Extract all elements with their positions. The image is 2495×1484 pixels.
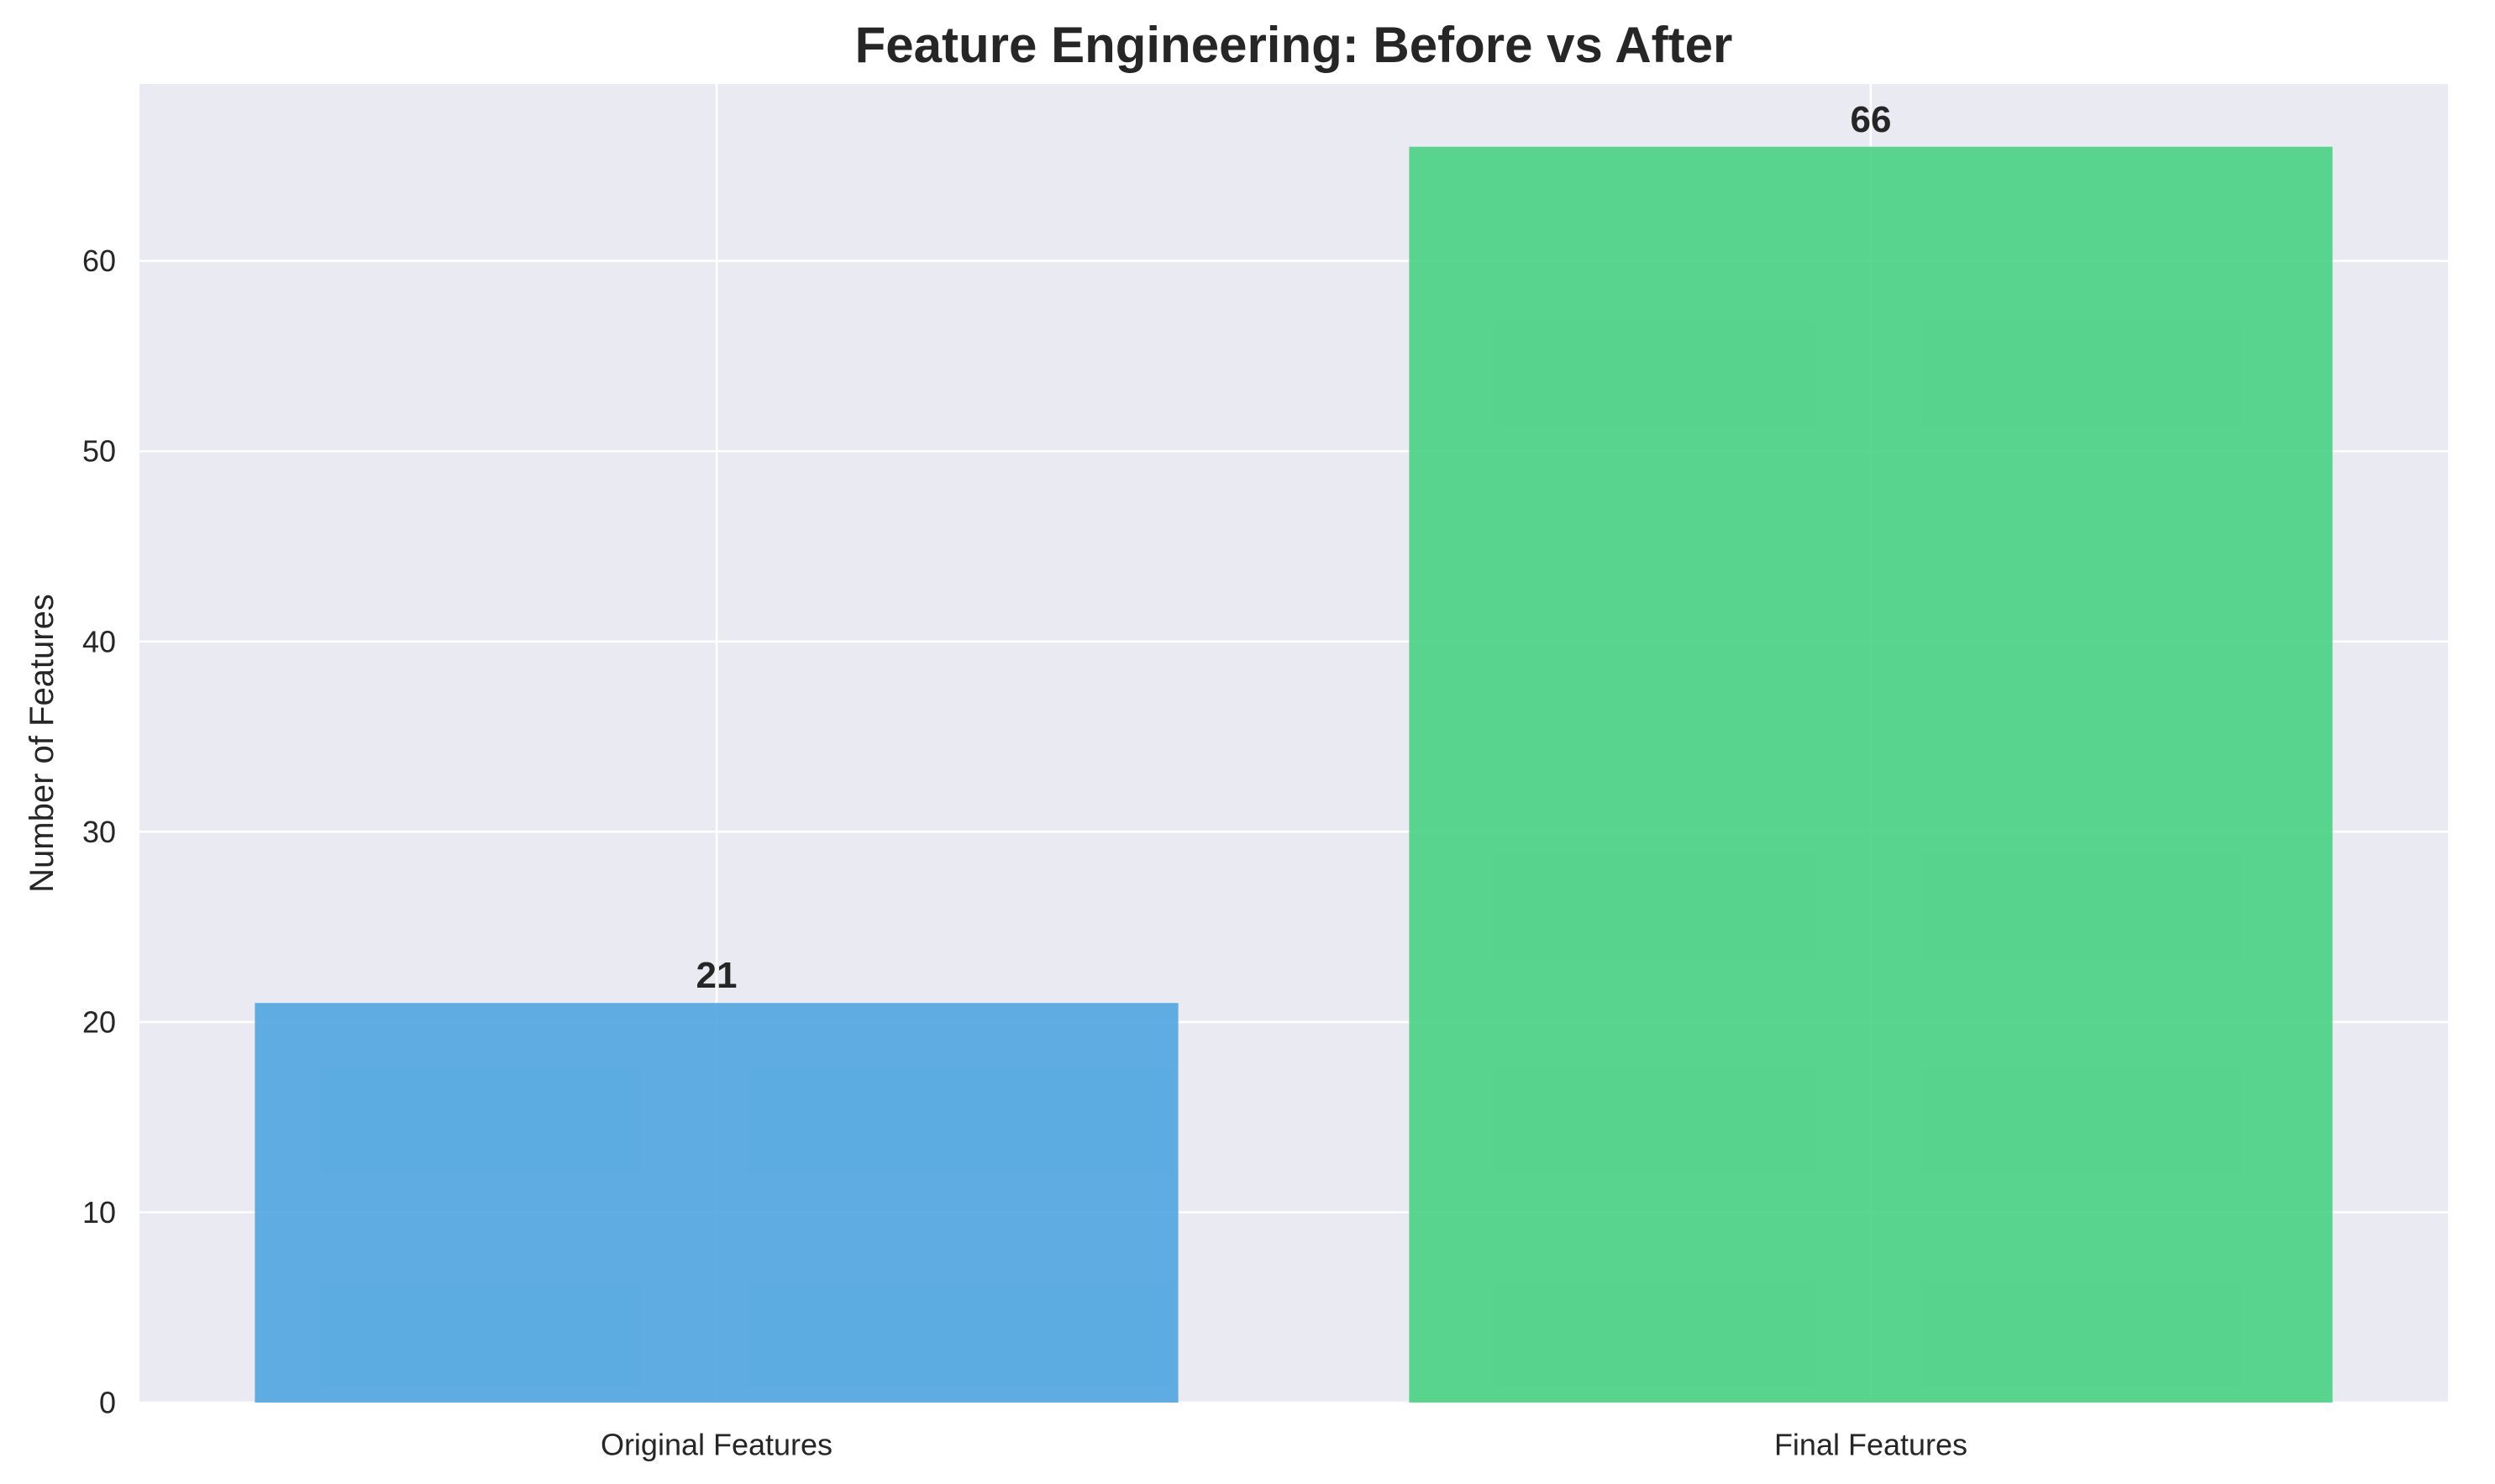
y-axis-label: Number of Features: [24, 594, 60, 893]
bar: [1409, 146, 2333, 1403]
y-tick-label: 60: [82, 244, 116, 278]
y-tick-label: 0: [99, 1386, 116, 1420]
x-axis-ticks: Original Features Final Features: [601, 1428, 1967, 1462]
y-axis-ticks: 0 10 20 30 40 50 60: [82, 244, 116, 1419]
y-tick-label: 10: [82, 1195, 116, 1230]
bar: [255, 1003, 1179, 1403]
chart-title: Feature Engineering: Before vs After: [855, 17, 1733, 73]
bars: [255, 146, 2333, 1403]
y-tick-label: 50: [82, 434, 116, 469]
data-label: 66: [1851, 99, 1892, 140]
data-labels: 21 66: [696, 99, 1892, 996]
y-tick-label: 40: [82, 624, 116, 658]
x-tick-label: Final Features: [1774, 1428, 1967, 1462]
y-tick-label: 30: [82, 815, 116, 849]
data-label: 21: [696, 955, 738, 996]
x-tick-label: Original Features: [601, 1428, 833, 1462]
y-tick-label: 20: [82, 1004, 116, 1039]
